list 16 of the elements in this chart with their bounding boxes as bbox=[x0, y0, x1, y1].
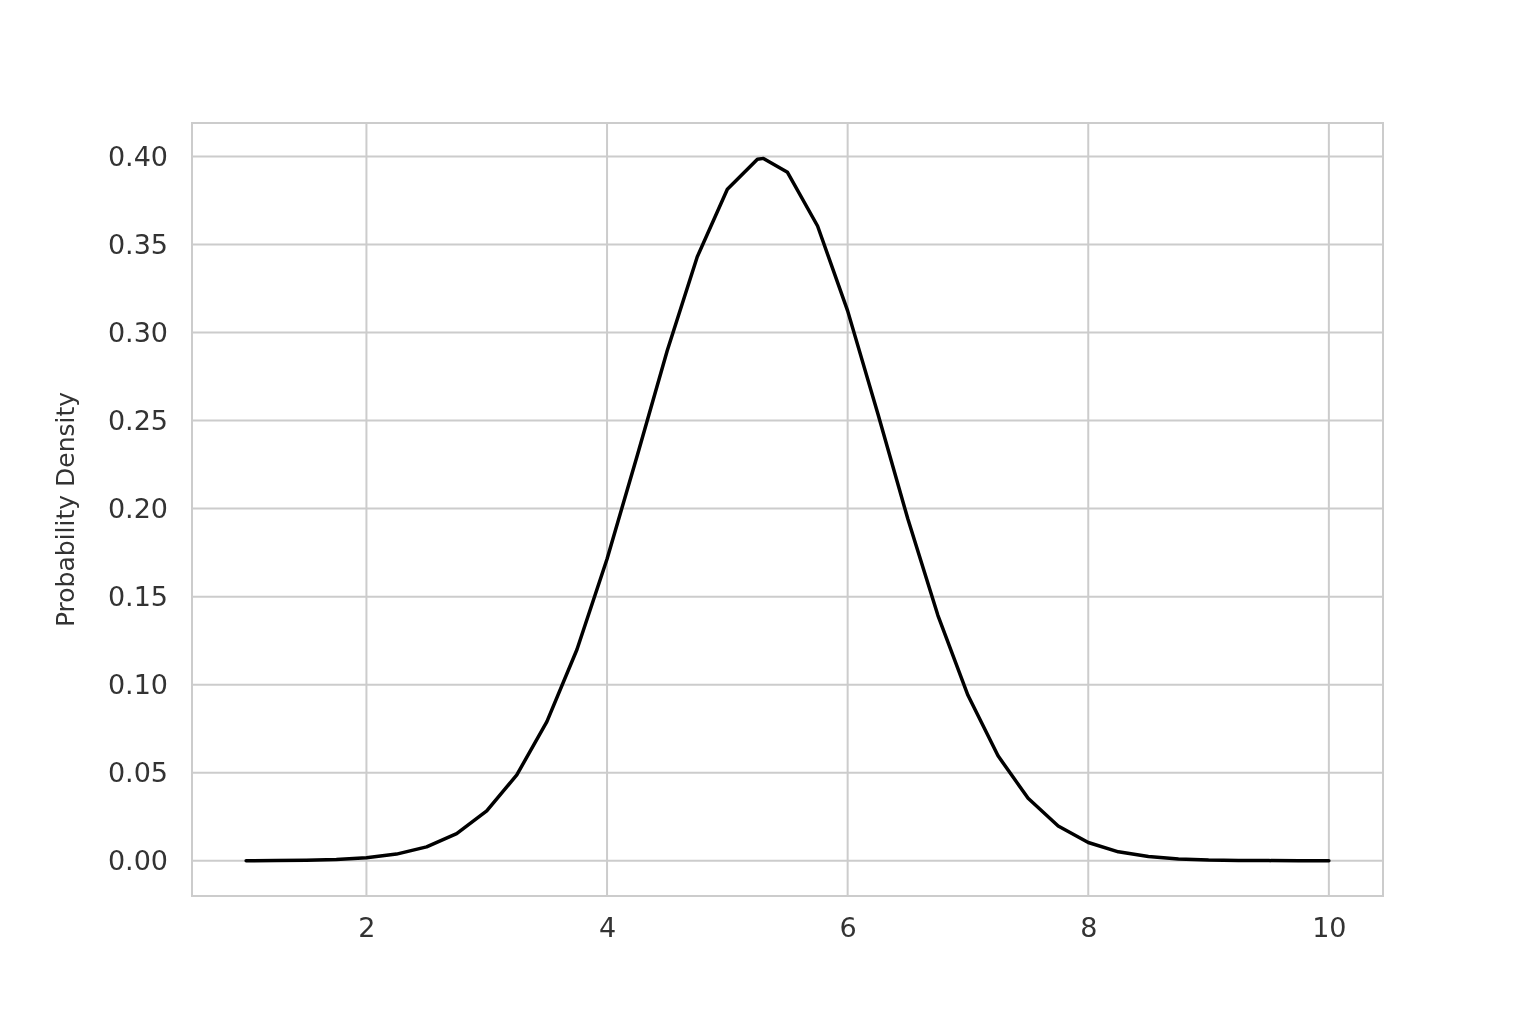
y-axis-title: Probability Density bbox=[51, 391, 80, 628]
y-tick-label: 0.10 bbox=[107, 668, 168, 700]
y-tick-label: 0.40 bbox=[107, 140, 168, 172]
line-series bbox=[244, 156, 1331, 863]
x-tick-label: 8 bbox=[1080, 912, 1098, 944]
x-tick-label: 10 bbox=[1312, 912, 1347, 944]
y-tick-label: 0.35 bbox=[107, 228, 168, 260]
x-tick-label: 2 bbox=[358, 912, 376, 944]
y-tick-label: 0.30 bbox=[107, 316, 168, 348]
x-tick-label: 4 bbox=[598, 912, 617, 944]
x-tick-label: 6 bbox=[839, 912, 857, 944]
y-tick-label: 0.20 bbox=[107, 492, 168, 524]
y-tick-label: 0.00 bbox=[107, 844, 168, 876]
y-tick-label: 0.25 bbox=[107, 404, 168, 436]
y-tick-label: 0.05 bbox=[107, 756, 168, 788]
y-tick-label: 0.15 bbox=[107, 580, 168, 612]
